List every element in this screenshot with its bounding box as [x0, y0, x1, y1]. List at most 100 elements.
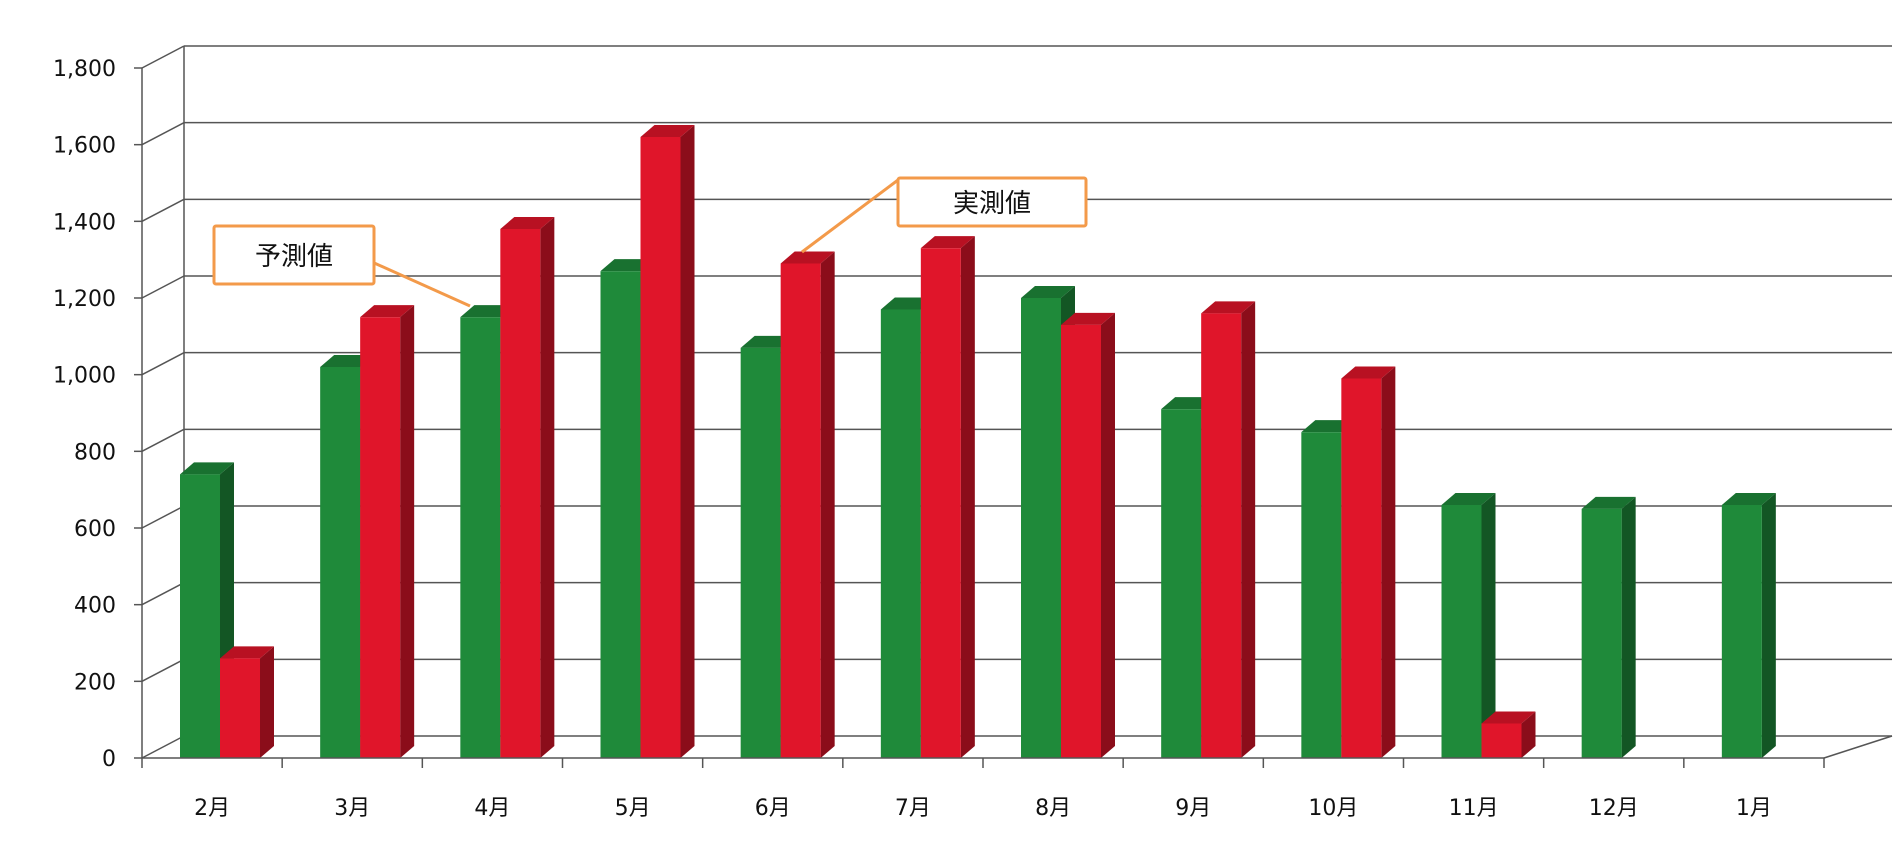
forecast-bar-top [1581, 496, 1636, 509]
y-tick-label: 600 [74, 517, 116, 542]
gridline-slant [141, 275, 185, 299]
gridline-slant [141, 582, 185, 606]
actual-bar [1481, 711, 1536, 758]
y-tick-label: 1,800 [53, 57, 116, 82]
y-tick-label: 0 [102, 747, 116, 772]
actual-bar [780, 251, 835, 758]
forecast-bar-side [1481, 493, 1496, 758]
actual-bar-front [640, 137, 681, 758]
forecast-callout-leader [371, 260, 471, 308]
x-tick-label: 6月 [755, 796, 791, 821]
forecast-bar-front [1441, 505, 1482, 758]
forecast-bar-front [600, 271, 641, 758]
gridline-slant [141, 428, 185, 452]
actual-bar-side [1241, 301, 1256, 758]
actual-bar-front [360, 317, 401, 758]
actual-bar [920, 236, 975, 758]
forecast-bar [1441, 493, 1496, 758]
forecast-bar-top [1721, 493, 1776, 505]
forecast-bar-top [1021, 286, 1075, 298]
actual-bar-front [920, 248, 961, 758]
x-tick-label: 7月 [895, 796, 931, 821]
actual-bar-top [640, 125, 695, 137]
actual-bar-side [260, 646, 274, 758]
actual-bar-side [540, 217, 555, 758]
y-tick-label: 1,600 [53, 134, 116, 159]
actual-bar-side [680, 125, 695, 758]
forecast-bar-front [1161, 409, 1202, 758]
forecast-bar-front [880, 309, 921, 758]
x-tick-label: 3月 [334, 796, 370, 821]
gridline-slant [141, 658, 185, 682]
forecast-bar-front [180, 474, 220, 758]
actual-bar [1201, 301, 1256, 758]
forecast-bar-front [1021, 298, 1061, 758]
gridline-slant [141, 352, 185, 376]
forecast-callout-label: 予測値 [255, 242, 333, 272]
gridline-slant [141, 198, 185, 222]
y-axis: 0 200 400 600 800 1,000 1,200 1,400 1,600 1,800 [53, 57, 142, 772]
actual-bar-side [1101, 312, 1115, 758]
actual-bar-top [360, 305, 415, 318]
actual-bar-side [960, 236, 975, 758]
actual-bar-side [1381, 366, 1396, 758]
forecast-bar-side [1761, 493, 1776, 758]
actual-bar-top [1061, 312, 1115, 325]
callouts: 予測値 実測値 [212, 176, 1088, 308]
actual-bar-front [1201, 313, 1242, 758]
forecast-bar-front [320, 367, 361, 758]
y-tick-label: 1,400 [53, 210, 116, 235]
bars-group [180, 125, 1776, 758]
actual-bar-front [780, 263, 821, 758]
actual-callout-label: 実測値 [953, 189, 1031, 219]
actual-bar-front [220, 658, 260, 758]
y-tick-label: 200 [74, 670, 116, 695]
forecast-bar-top [180, 462, 234, 475]
y-tick-label: 1,200 [53, 287, 116, 312]
actual-callout-box [896, 176, 1088, 228]
actual-bar-front [1341, 378, 1382, 758]
actual-bar-side [1521, 711, 1536, 758]
x-tick-label: 8月 [1035, 796, 1071, 821]
actual-bar-side [400, 305, 415, 758]
gridline-slant [141, 122, 185, 146]
forecast-bar-front [1581, 508, 1622, 758]
x-tick-label: 9月 [1175, 796, 1211, 821]
actual-bar [500, 217, 555, 758]
actual-bar-side [820, 251, 835, 758]
actual-bar-top [1341, 366, 1396, 379]
x-tick-label: 1月 [1736, 796, 1772, 821]
x-tick-label: 11月 [1449, 796, 1499, 821]
x-axis: 2月 3月 4月 5月 6月 7月 8月 9月 10月 11月 12月 1月 [141, 757, 1825, 821]
forecast-bar-front [460, 317, 501, 758]
actual-bar-top [920, 236, 975, 249]
x-tick-label: 10月 [1308, 796, 1358, 821]
floor-left-edge [141, 735, 185, 759]
forecast-bar-top [1441, 493, 1496, 505]
y-tick-label: 400 [74, 594, 116, 619]
actual-bar [360, 305, 415, 758]
floor-right-edge [1823, 735, 1893, 759]
forecast-bar-side [1621, 496, 1636, 758]
actual-bar [640, 125, 695, 758]
actual-bar [1061, 312, 1115, 758]
actual-bar-top [500, 217, 555, 229]
forecast-callout-box [212, 224, 376, 286]
actual-bar-top [780, 251, 835, 264]
x-tick-label: 5月 [615, 796, 651, 821]
actual-bar-top [1481, 711, 1536, 724]
forecast-bar [1721, 493, 1776, 758]
gridline-slant [141, 45, 185, 69]
forecast-bar-front [1301, 432, 1342, 758]
actual-bar-front [1481, 723, 1522, 758]
x-tick-label: 2月 [194, 796, 230, 821]
actual-bar-top [220, 646, 274, 659]
y-tick-label: 1,000 [53, 364, 116, 389]
actual-bar [1341, 366, 1396, 758]
actual-bar-top [1201, 301, 1256, 314]
y-tick-label: 800 [74, 440, 116, 465]
actual-callout-leader [801, 178, 899, 254]
forecast-bar [1581, 496, 1636, 758]
x-tick-label: 4月 [474, 796, 510, 821]
